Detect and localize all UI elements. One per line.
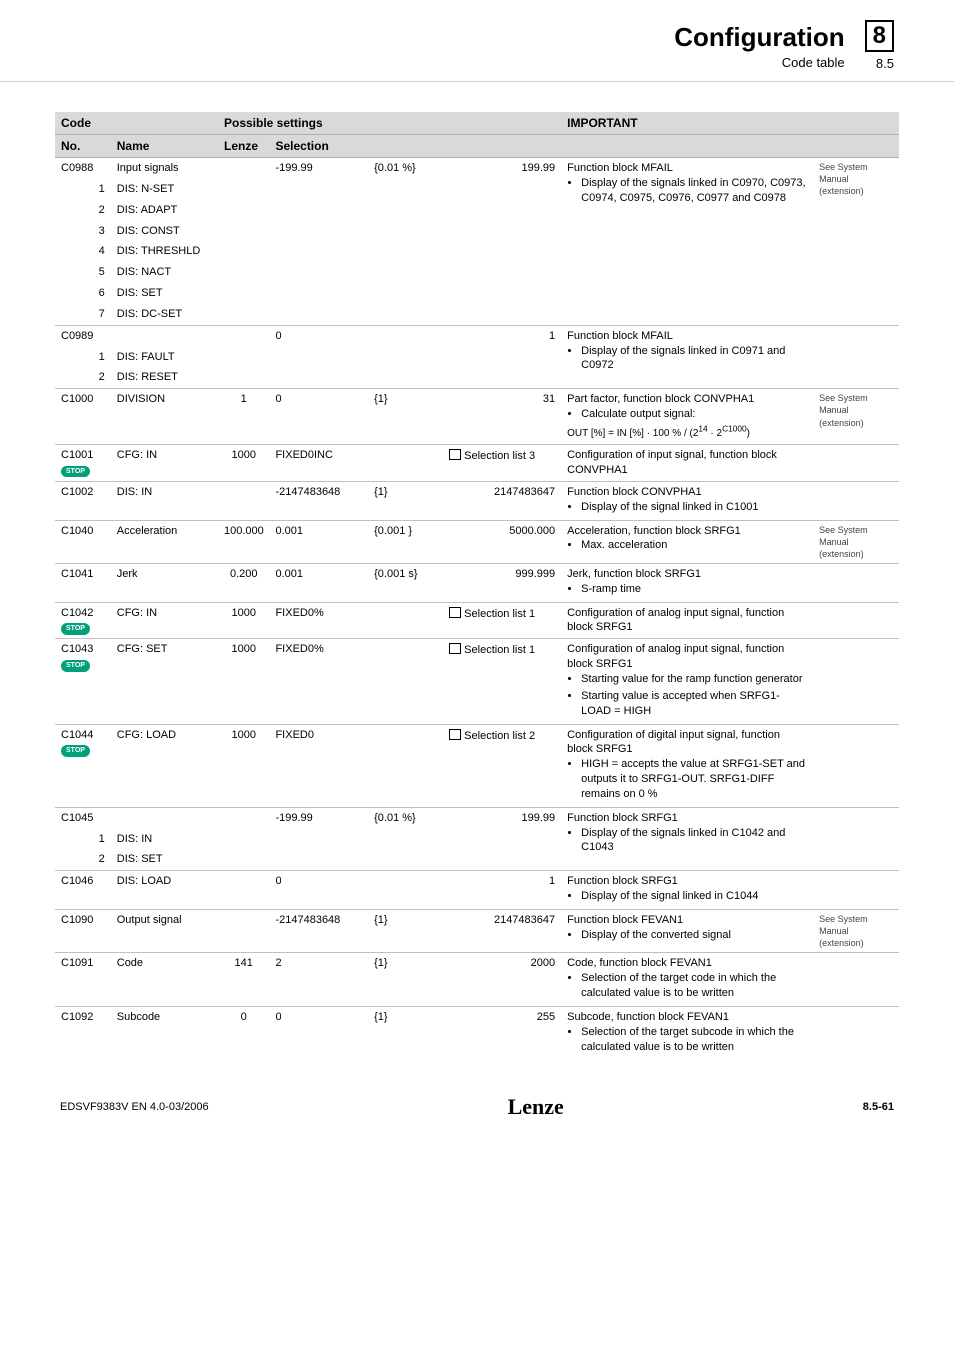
table-row: C1045-199.99{0.01 %}199.99Function block…: [55, 807, 899, 828]
table-row: C1043STOPCFG: SET1000FIXED0%Selection li…: [55, 639, 899, 724]
book-icon: [449, 449, 461, 460]
book-icon: [449, 729, 461, 740]
header-title: Configuration: [674, 22, 844, 53]
table-row: C1002DIS: IN-2147483648{1}2147483647Func…: [55, 481, 899, 520]
footer-page: 8.5-61: [863, 1101, 894, 1113]
footer-logo: Lenze: [508, 1094, 564, 1120]
table-row: C1046DIS: LOAD01Function block SRFG1Disp…: [55, 871, 899, 910]
table-row: C1042STOPCFG: IN1000FIXED0%Selection lis…: [55, 602, 899, 639]
th-lenze: Lenze: [218, 135, 269, 158]
table-body: C0988Input signals-199.99{0.01 %}199.99F…: [55, 158, 899, 1060]
table-row: C1044STOPCFG: LOAD1000FIXED0Selection li…: [55, 724, 899, 807]
page-footer: EDSVF9383V EN 4.0-03/2006 Lenze 8.5-61: [0, 1079, 954, 1145]
chapter-big: 8: [865, 20, 894, 52]
table-row: C1041Jerk0.2000.001{0.001 s}999.999Jerk,…: [55, 563, 899, 602]
table-row: C0988Input signals-199.99{0.01 %}199.99F…: [55, 158, 899, 179]
th-selection: Selection: [269, 135, 561, 158]
stop-icon: STOP: [61, 623, 90, 634]
th-code: Code: [55, 112, 218, 135]
stop-icon: STOP: [61, 660, 90, 671]
th-possible: Possible settings: [218, 112, 561, 135]
th-blank2: [561, 135, 813, 158]
table-row: C1000DIVISION10{1}31Part factor, functio…: [55, 389, 899, 445]
th-name: Name: [111, 135, 218, 158]
header-subtitle: Code table: [674, 55, 844, 70]
footer-docid: EDSVF9383V EN 4.0-03/2006: [60, 1101, 209, 1113]
chapter-small: 8.5: [865, 56, 894, 71]
book-icon: [449, 643, 461, 654]
table-row: C1091Code1412{1}2000Code, function block…: [55, 953, 899, 1007]
page-header: Configuration Code table 8 8.5: [0, 0, 954, 82]
table-row: C1040Acceleration100.0000.001{0.001 }500…: [55, 520, 899, 563]
th-blank3: [813, 135, 899, 158]
table-row: C1001STOPCFG: IN1000FIXED0INCSelection l…: [55, 445, 899, 482]
table-row: C1090Output signal-2147483648{1}21474836…: [55, 909, 899, 952]
stop-icon: STOP: [61, 466, 90, 477]
th-blank: [813, 112, 899, 135]
table-row: C098901Function block MFAILDisplay of th…: [55, 325, 899, 346]
th-no: No.: [55, 135, 111, 158]
th-important: IMPORTANT: [561, 112, 813, 135]
stop-icon: STOP: [61, 745, 90, 756]
table-row: C1092Subcode00{1}255Subcode, function bl…: [55, 1006, 899, 1059]
book-icon: [449, 607, 461, 618]
code-table: Code Possible settings IMPORTANT No. Nam…: [55, 112, 899, 1059]
